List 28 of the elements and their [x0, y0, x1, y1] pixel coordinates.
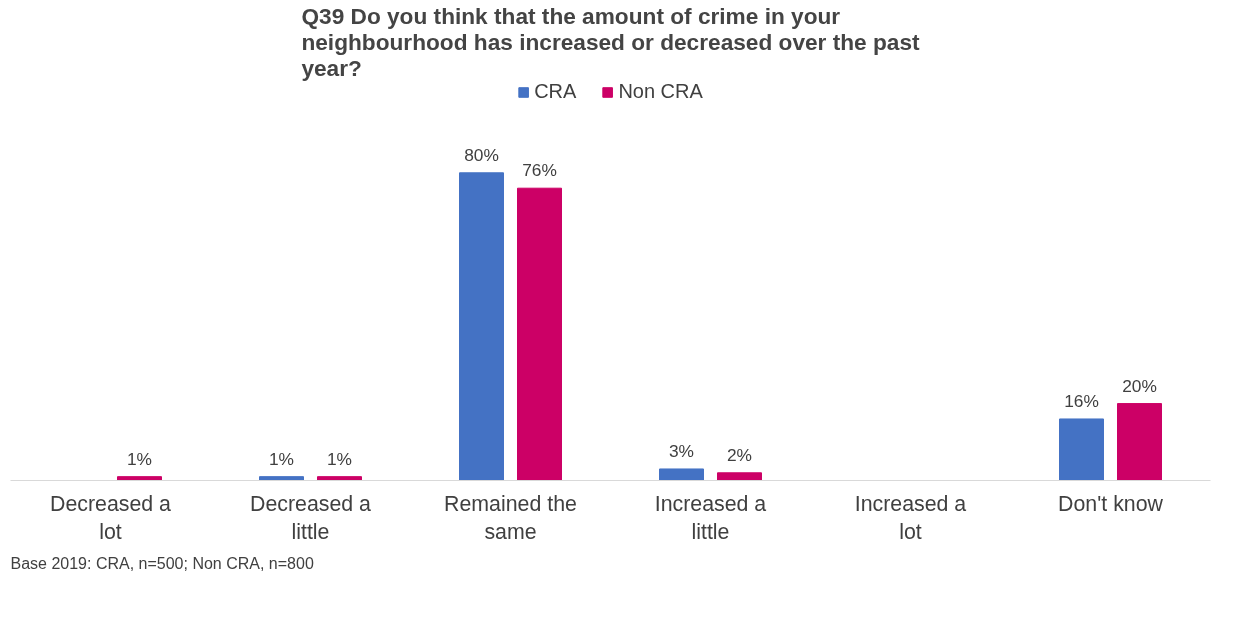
data-label: 76%	[522, 160, 557, 181]
bar	[117, 476, 162, 481]
legend-label: Non CRA	[618, 80, 703, 103]
data-label: 3%	[668, 440, 695, 461]
text: Base 2019: CRA, n=500; Non CRA, n=800	[10, 554, 314, 572]
bar	[659, 468, 704, 481]
x-tick-label: Increased a lot	[854, 491, 967, 545]
x-tick-label: Increased a little	[654, 491, 767, 545]
data-label: 1%	[326, 448, 353, 469]
bar	[1117, 403, 1162, 481]
x-tick-label: Decreased a little	[250, 491, 372, 545]
data-label: 2%	[726, 444, 753, 465]
x-tick-label: Don't know	[1058, 491, 1164, 516]
bar	[317, 476, 362, 481]
bar	[459, 172, 504, 481]
bar	[259, 476, 304, 481]
data-label: 20%	[1122, 375, 1157, 396]
chart-title: Q39 Do you think that the amount of crime in your neighbourhood has increased or decreased over the past year?	[301, 2, 921, 81]
data-label: 1%	[126, 448, 153, 469]
data-label: 1%	[268, 448, 295, 469]
x-tick-label: Remained the same	[444, 491, 577, 545]
data-label: 16%	[1064, 390, 1099, 411]
legend-label: CRA	[534, 80, 577, 103]
x-tick-label: Decreased a lot	[50, 491, 172, 545]
bar	[717, 472, 762, 481]
data-label: 80%	[464, 144, 499, 165]
bar	[1059, 418, 1104, 481]
bar	[517, 187, 562, 481]
